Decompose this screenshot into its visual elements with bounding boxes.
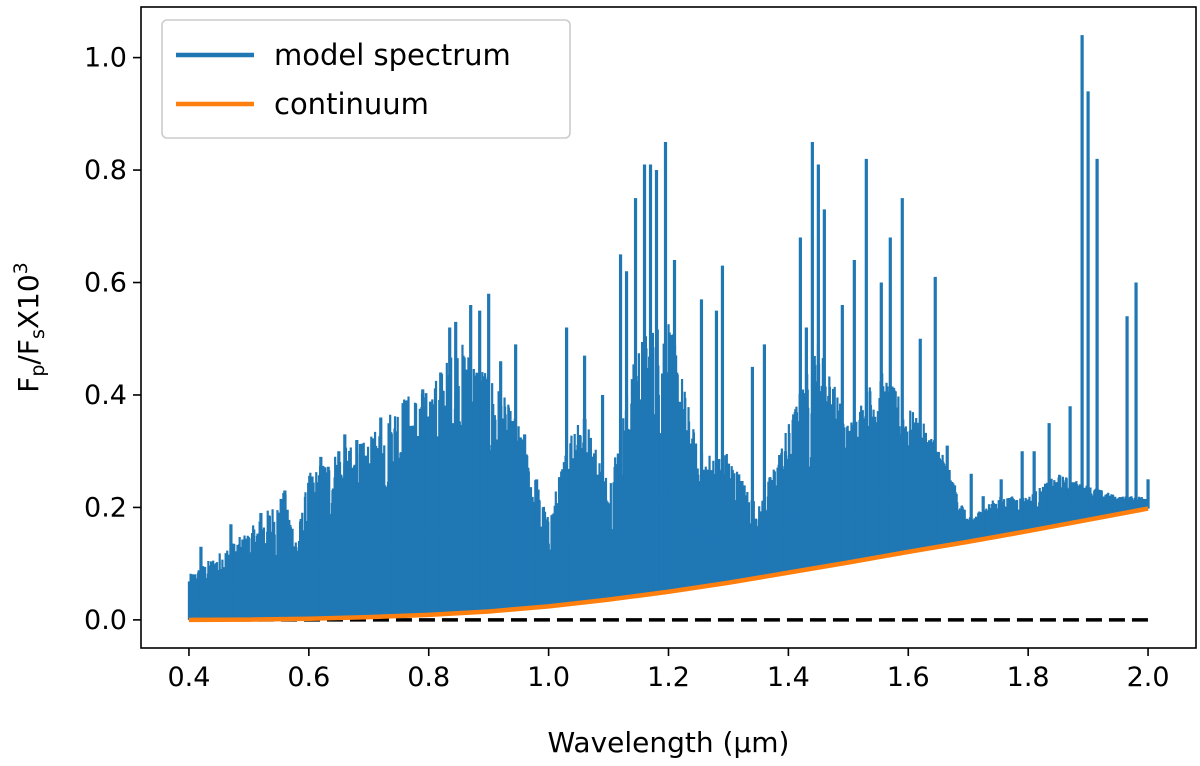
x-tick-label: 1.6: [887, 662, 930, 693]
y-title-sub-s: s: [27, 329, 49, 339]
y-tick-label: 0.8: [84, 155, 127, 186]
x-tick-label: 2.0: [1127, 662, 1170, 693]
plot-area: [187, 35, 1150, 623]
y-axis-title: Fp/FsX103: [10, 262, 49, 393]
legend-label: continuum: [274, 87, 429, 121]
x-axis: 0.4 0.6 0.8 1.0 1.2 1.4 1.6 1.8 2.0: [167, 648, 1170, 693]
x-tick-label: 1.4: [767, 662, 810, 693]
continuum-series: [188, 506, 1149, 623]
y-title-sub-p: p: [27, 365, 49, 377]
legend-box: [161, 19, 571, 139]
x-tick-label: 0.4: [167, 662, 210, 693]
y-tick-label: 0.2: [84, 492, 127, 523]
y-tick-label: 1.0: [84, 43, 127, 74]
model-spectrum-base-fill: [188, 487, 1149, 620]
y-title-slash-f: /F: [12, 339, 45, 365]
y-title-x10: X10: [12, 274, 45, 329]
model-spectrum-series: [187, 35, 1150, 620]
x-tick-label: 1.8: [1007, 662, 1050, 693]
y-tick-label: 0.4: [84, 380, 127, 411]
y-axis: 0.0 0.2 0.4 0.6 0.8 1.0: [84, 43, 141, 636]
legend-label: model spectrum: [274, 38, 511, 72]
x-tick-label: 1.2: [647, 662, 690, 693]
y-title-sup-3: 3: [10, 262, 32, 274]
legend: model spectrum continuum: [161, 19, 571, 139]
x-axis-title: Wavelength (μm): [548, 726, 790, 759]
y-title-f: F: [12, 377, 45, 393]
x-tick-label: 0.6: [287, 662, 330, 693]
y-tick-label: 0.0: [84, 605, 127, 636]
x-tick-label: 0.8: [407, 662, 450, 693]
y-tick-label: 0.6: [84, 268, 127, 299]
x-tick-label: 1.0: [527, 662, 570, 693]
